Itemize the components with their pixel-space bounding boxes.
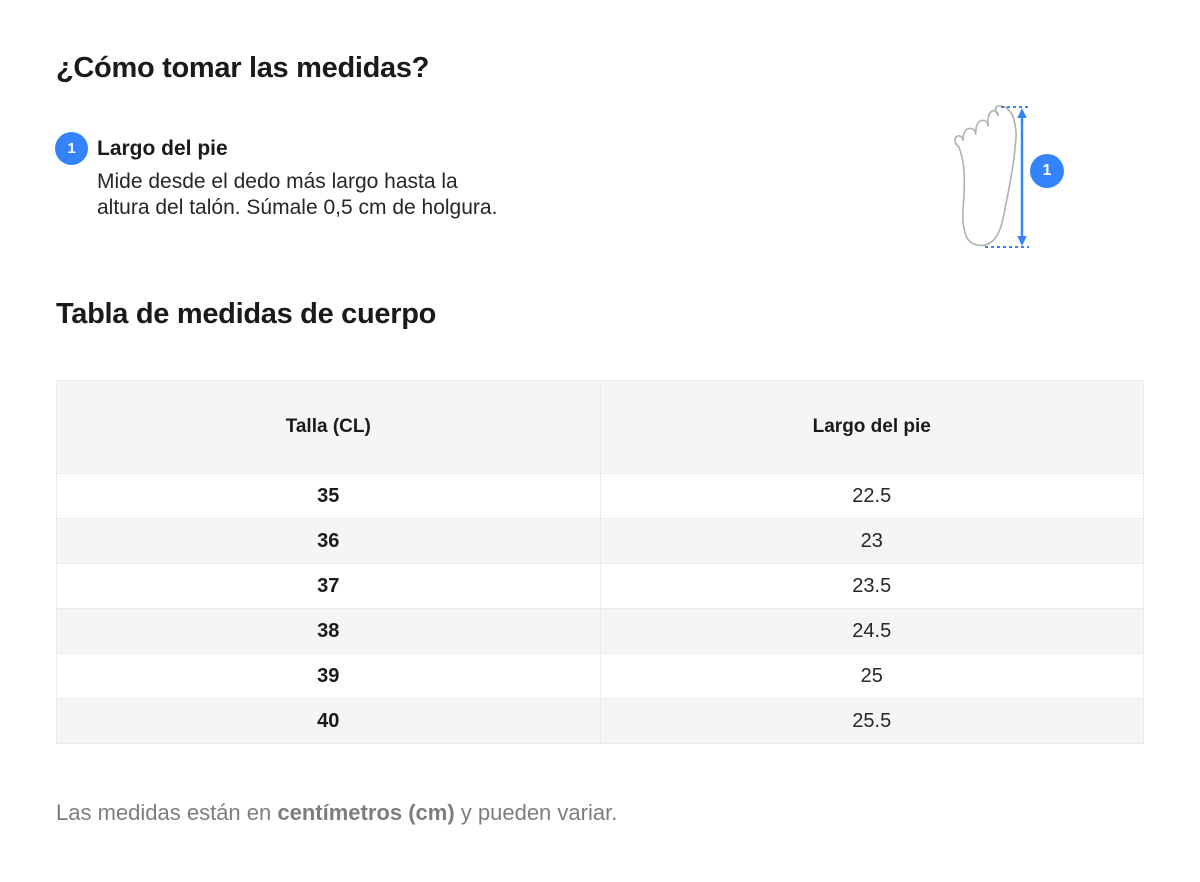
step-1-description-line-1: Mide desde el dedo más largo hasta la [97, 170, 458, 193]
foot-measure-figure: 1 [945, 100, 1075, 258]
step-1-title: Largo del pie [97, 137, 228, 160]
cell-talla: 39 [56, 653, 601, 699]
size-table: Talla (CL) Largo del pie 35 22.5 36 23 3… [56, 380, 1144, 744]
cell-talla: 35 [56, 473, 601, 519]
figure-step-1-badge: 1 [1030, 154, 1064, 188]
vertical-measure-arrow-icon [1017, 108, 1027, 246]
page-title: ¿Cómo tomar las medidas? [56, 52, 430, 84]
foot-outline-icon [954, 105, 1029, 248]
cell-talla: 37 [56, 563, 601, 609]
cell-largo: 22.5 [599, 473, 1144, 519]
table-header-row: Talla (CL) Largo del pie [56, 380, 1144, 474]
table-row: 36 23 [56, 518, 1144, 564]
step-1-description: Mide desde el dedo más largo hasta la al… [97, 169, 497, 221]
cell-largo: 25.5 [599, 698, 1144, 744]
table-row: 38 24.5 [56, 608, 1144, 654]
footnote: Las medidas están en centímetros (cm) y … [56, 799, 617, 827]
footnote-bold: centímetros (cm) [277, 800, 455, 825]
cell-talla: 38 [56, 608, 601, 654]
table-row: 35 22.5 [56, 473, 1144, 519]
table-row: 39 25 [56, 653, 1144, 699]
column-header-talla: Talla (CL) [56, 380, 601, 474]
cell-largo: 23.5 [599, 563, 1144, 609]
step-1-badge: 1 [55, 132, 88, 165]
cell-largo: 23 [599, 518, 1144, 564]
footnote-prefix: Las medidas están en [56, 800, 278, 825]
step-1-description-line-2: altura del talón. Súmale 0,5 cm de holgu… [97, 196, 498, 219]
cell-talla: 40 [56, 698, 601, 744]
cell-largo: 25 [599, 653, 1144, 699]
table-row: 40 25.5 [56, 698, 1144, 744]
cell-talla: 36 [56, 518, 601, 564]
cell-largo: 24.5 [599, 608, 1144, 654]
footnote-suffix: y pueden variar. [454, 800, 618, 825]
table-row: 37 23.5 [56, 563, 1144, 609]
table-heading: Tabla de medidas de cuerpo [56, 298, 437, 330]
column-header-largo: Largo del pie [599, 380, 1144, 474]
